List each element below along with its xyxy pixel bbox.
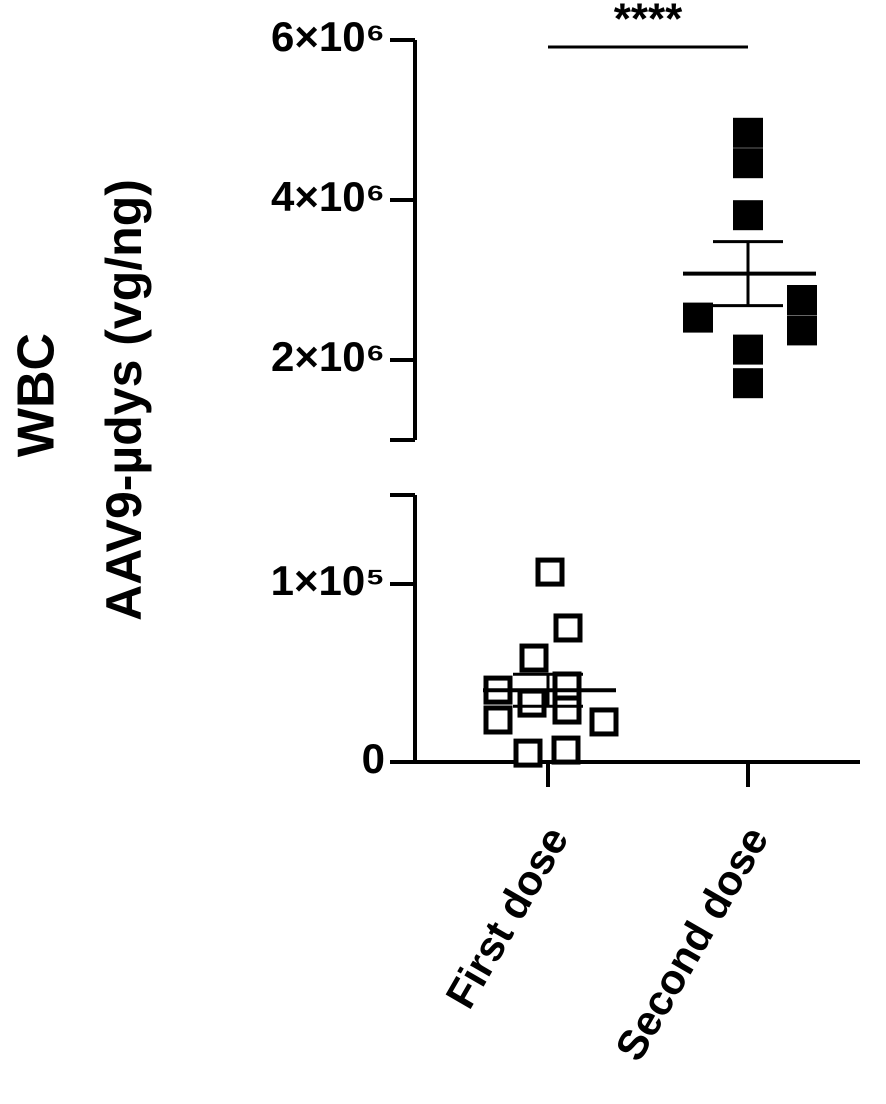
- significance-label: ****: [614, 0, 683, 44]
- y-tick-label: 6×10⁶: [271, 13, 385, 60]
- data-point: [787, 285, 817, 315]
- data-point: [553, 613, 583, 643]
- data-point: [733, 148, 763, 179]
- y-tick-label: 2×10⁶: [271, 333, 385, 380]
- data-point: [733, 334, 763, 365]
- data-point: [552, 671, 582, 701]
- data-point: [733, 200, 763, 231]
- data-point: [535, 557, 565, 587]
- data-point: [552, 695, 582, 725]
- data-point: [787, 315, 817, 346]
- data-point: [733, 117, 763, 148]
- y-axis-title: WBC: [8, 333, 66, 457]
- data-point: [513, 738, 543, 768]
- y-axis-title: AAV9-µdys (vg/ng): [96, 179, 152, 621]
- x-tick-label: Second dose: [606, 819, 777, 1069]
- data-point: [483, 705, 513, 735]
- data-point: [733, 368, 763, 399]
- y-tick-label: 4×10⁶: [271, 173, 385, 220]
- data-point: [551, 735, 581, 765]
- x-tick-label: First dose: [436, 819, 577, 1016]
- data-point: [519, 643, 549, 673]
- y-tick-label: 1×10⁵: [271, 557, 385, 604]
- data-point: [589, 707, 619, 737]
- data-point: [517, 688, 547, 718]
- data-point: [683, 302, 713, 333]
- y-tick-label: 0: [362, 735, 385, 782]
